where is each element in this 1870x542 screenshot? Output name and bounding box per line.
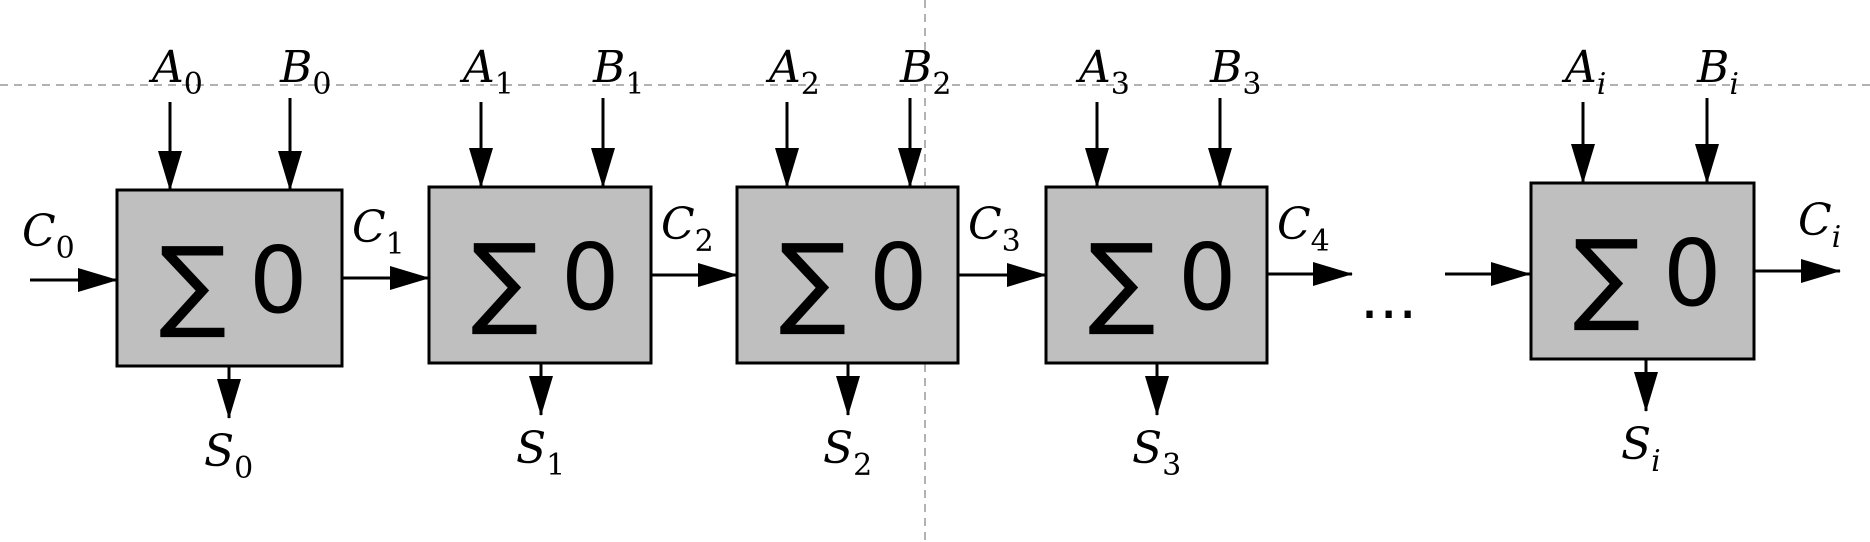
input-a-label: Ai xyxy=(1561,42,1606,102)
sum-label: S2 xyxy=(823,423,872,483)
adder-value: 0 xyxy=(249,227,308,334)
input-b-label: B1 xyxy=(592,42,644,102)
sum-symbol: ∑ xyxy=(471,222,538,339)
adder-stage-0: ∑ 0 A0 B0 S0 C1 xyxy=(115,42,430,486)
adder-value: 0 xyxy=(1663,220,1722,327)
adder-value: 0 xyxy=(1178,224,1237,331)
input-a-label: A1 xyxy=(459,42,514,102)
carry-out-label-i: Ci xyxy=(1798,195,1841,255)
adder-stage-1: ∑ 0 A1 B1 S1 C2 xyxy=(427,42,738,483)
ellipsis: ... xyxy=(1360,263,1417,333)
sum-symbol: ∑ xyxy=(1573,218,1640,335)
sum-label: S1 xyxy=(516,423,565,483)
sum-symbol: ∑ xyxy=(1088,222,1155,339)
sum-symbol: ∑ xyxy=(779,222,846,339)
adder-stage-4: ∑ 0 Ai Bi Si Ci xyxy=(1529,42,1841,479)
adder-box xyxy=(115,188,344,368)
input-a-label: A2 xyxy=(765,42,820,102)
sum-label: S3 xyxy=(1132,423,1181,483)
sum-symbol: ∑ xyxy=(159,225,226,342)
adder-box xyxy=(1044,185,1269,365)
adder-box xyxy=(1529,181,1756,361)
adder-stage-3: ∑ 0 A3 B3 S3 C4 xyxy=(1044,42,1330,483)
carry-out-label-1: C1 xyxy=(352,202,405,262)
input-a-label: A0 xyxy=(148,42,203,102)
carry-out-label-4: C4 xyxy=(1277,199,1330,259)
carry-in: C0 xyxy=(22,206,118,292)
adder-box xyxy=(427,185,653,365)
carry-in-label: C0 xyxy=(22,206,75,266)
adder-stage-2: ∑ 0 A2 B2 S2 C3 xyxy=(735,42,1047,483)
input-b-label: B2 xyxy=(899,42,951,102)
sum-label: Si xyxy=(1621,419,1661,479)
input-b-label: B3 xyxy=(1209,42,1261,102)
adder-value: 0 xyxy=(869,224,928,331)
carry-out-label-3: C3 xyxy=(968,199,1021,259)
input-b-label: B0 xyxy=(279,42,331,102)
input-b-label: Bi xyxy=(1696,42,1739,102)
input-a-label: A3 xyxy=(1075,42,1130,102)
sum-label: S0 xyxy=(204,426,253,486)
carry-out-label-2: C2 xyxy=(661,199,714,259)
adder-value: 0 xyxy=(561,224,620,331)
